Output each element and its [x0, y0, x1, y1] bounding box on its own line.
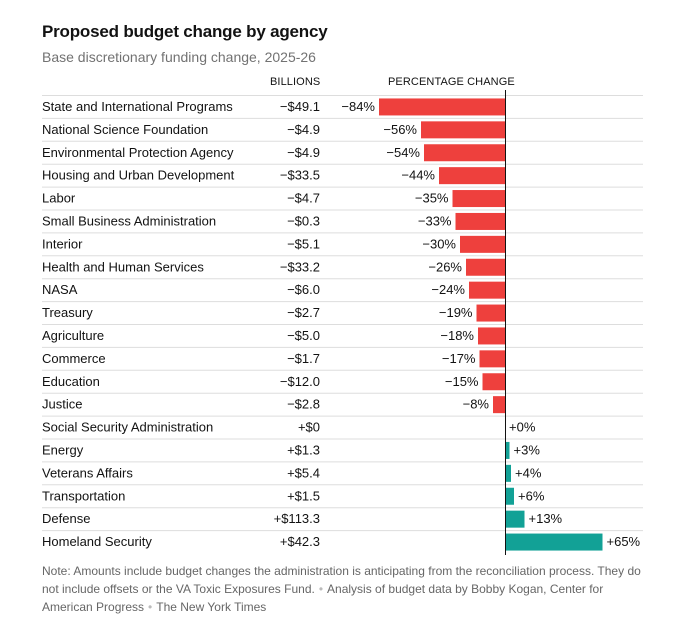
percentage-bar: [455, 212, 505, 230]
billions-label: +$5.4: [287, 465, 320, 480]
billions-label: −$1.7: [287, 351, 320, 366]
percentage-bar: [379, 98, 505, 116]
percentage-bar: [452, 190, 505, 208]
percentage-label: +0%: [509, 420, 536, 435]
percentage-bar: [505, 487, 514, 505]
percentage-bar: [439, 167, 505, 185]
billions-label: −$4.9: [287, 122, 320, 137]
percentage-label: −30%: [422, 236, 456, 251]
percentage-bar: [421, 121, 505, 139]
billions-label: −$5.0: [287, 328, 320, 343]
percentage-label: −18%: [440, 328, 474, 343]
percentage-label: −35%: [415, 191, 449, 206]
chart-title: Proposed budget change by agency: [42, 22, 328, 41]
percentage-label: −84%: [341, 99, 375, 114]
billions-label: −$0.3: [287, 213, 320, 228]
separator-dot: •: [148, 600, 153, 614]
separator-dot: •: [318, 582, 324, 596]
agency-label: Labor: [42, 191, 76, 206]
percentage-bar: [466, 258, 505, 276]
agency-label: Veterans Affairs: [42, 465, 133, 480]
agency-label: Defense: [42, 511, 90, 526]
percentage-label: −26%: [428, 259, 462, 274]
percentage-bar: [478, 327, 505, 345]
percentage-bar: [460, 235, 505, 253]
percentage-bar: [493, 396, 505, 414]
agency-label: Commerce: [42, 351, 106, 366]
percentage-label: −54%: [386, 145, 420, 160]
percentage-bar: [482, 373, 505, 391]
percentage-bar: [505, 464, 511, 482]
billions-label: +$0: [298, 420, 320, 435]
agency-label: Justice: [42, 397, 82, 412]
agency-label: Environmental Protection Agency: [42, 145, 234, 160]
percentage-bar: [505, 510, 525, 528]
agency-label: Social Security Administration: [42, 420, 213, 435]
percentage-label: +6%: [518, 488, 545, 503]
chart-subtitle: Base discretionary funding change, 2025-…: [42, 49, 316, 65]
percentage-bar: [476, 304, 505, 322]
billions-label: −$4.9: [287, 145, 320, 160]
percentage-bar: [505, 441, 510, 459]
agency-label: Education: [42, 374, 100, 389]
billions-label: +$1.3: [287, 442, 320, 457]
percentage-label: −33%: [418, 213, 452, 228]
billions-label: −$33.5: [280, 168, 320, 183]
percentage-label: −15%: [445, 374, 479, 389]
chart-note: Note: Amounts include budget changes the…: [42, 562, 652, 616]
percentage-label: +4%: [515, 465, 542, 480]
percentage-label: −56%: [383, 122, 417, 137]
billions-label: +$42.3: [280, 534, 320, 549]
billions-label: −$5.1: [287, 236, 320, 251]
agency-label: State and International Programs: [42, 99, 233, 114]
billions-label: −$33.2: [280, 259, 320, 274]
percentage-label: −44%: [401, 168, 435, 183]
billions-label: +$1.5: [287, 488, 320, 503]
percentage-bar: [469, 281, 505, 299]
percentage-label: +13%: [529, 511, 563, 526]
percentage-label: +65%: [607, 534, 641, 549]
percentage-label: −8%: [463, 397, 490, 412]
billions-label: −$6.0: [287, 282, 320, 297]
percentage-label: −17%: [442, 351, 476, 366]
agency-label: Housing and Urban Development: [42, 168, 235, 183]
agency-label: Agriculture: [42, 328, 104, 343]
billions-label: −$4.7: [287, 191, 320, 206]
agency-label: Small Business Administration: [42, 213, 216, 228]
percentage-bar: [424, 144, 505, 162]
billions-label: −$2.8: [287, 397, 320, 412]
note-text: Note: Amounts include budget changes the…: [42, 564, 641, 596]
billions-label: +$113.3: [274, 511, 320, 526]
percentage-label: −24%: [431, 282, 465, 297]
agency-label: National Science Foundation: [42, 122, 208, 137]
note-source: Analysis of budget data by Bobby Kogan, …: [42, 582, 604, 614]
percentage-label: +3%: [514, 442, 541, 457]
billions-label: −$2.7: [287, 305, 320, 320]
agency-label: Interior: [42, 236, 83, 251]
agency-label: Health and Human Services: [42, 259, 204, 274]
agency-label: Homeland Security: [42, 534, 152, 549]
percentage-bar: [479, 350, 505, 368]
billions-label: −$49.1: [280, 99, 320, 114]
agency-label: Treasury: [42, 305, 93, 320]
agency-label: Energy: [42, 442, 84, 457]
billions-column-header: BILLIONS: [270, 76, 321, 88]
agency-label: Transportation: [42, 488, 125, 503]
percentage-column-header: PERCENTAGE CHANGE: [388, 76, 515, 88]
billions-label: −$12.0: [280, 374, 320, 389]
percentage-label: −19%: [439, 305, 473, 320]
percentage-bar: [505, 533, 603, 551]
agency-label: NASA: [42, 282, 78, 297]
note-credit: The New York Times: [156, 600, 267, 614]
